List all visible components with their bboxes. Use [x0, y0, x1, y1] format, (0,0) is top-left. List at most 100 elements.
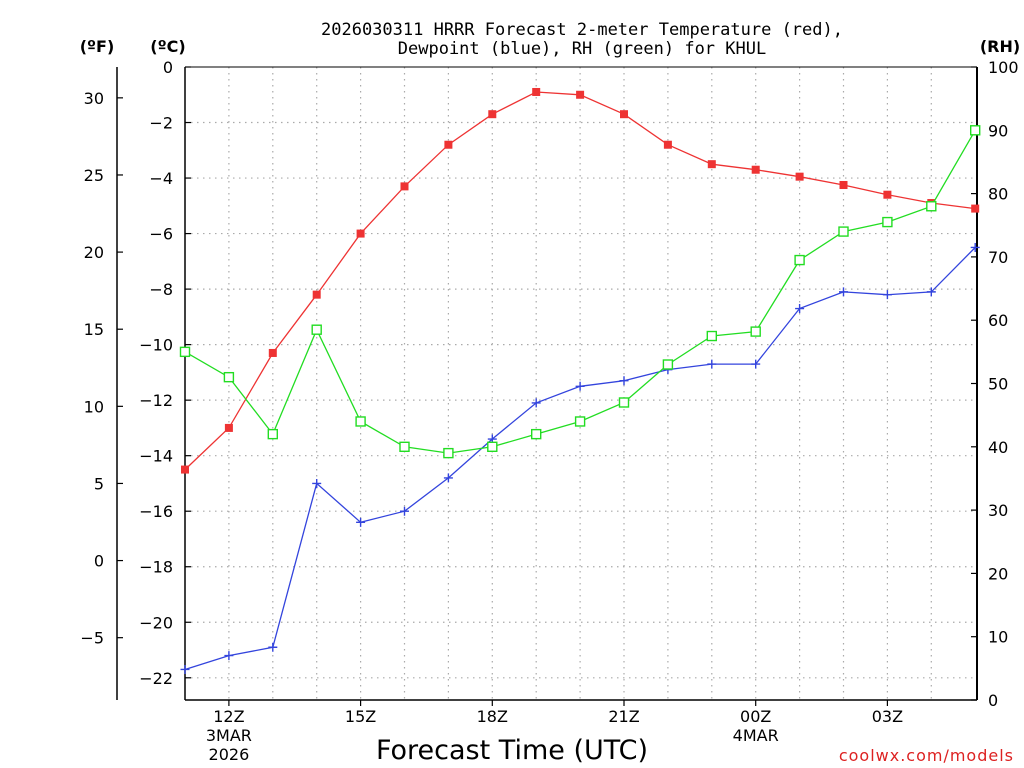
x-tick-label: 18Z: [477, 707, 508, 726]
x-tick-label: 00Z: [740, 707, 771, 726]
celsius-axis-label: (ºC): [150, 37, 185, 56]
dewpoint-point: [795, 304, 805, 314]
rh-point: [662, 359, 674, 370]
dewpoint-point: [268, 642, 278, 652]
2-meter-temperature-line: [184, 91, 976, 471]
x-axis-title: Forecast Time (UTC): [376, 735, 648, 766]
dewpoint-point: [575, 381, 585, 391]
dewpoint-point: [926, 287, 936, 297]
celsius-tick-label: −2: [149, 114, 173, 133]
rh-point: [531, 428, 542, 440]
2-meter-temperature-point: [795, 172, 804, 181]
rh-point: [706, 330, 717, 342]
rh-point: [179, 346, 191, 358]
dewpoint-point: [839, 287, 848, 297]
rh-tick-label: 90: [988, 121, 1008, 140]
fahrenheit-tick-label: 25: [84, 166, 104, 185]
fahrenheit-tick-label: 20: [84, 243, 104, 262]
rh-tick-label: 70: [988, 248, 1008, 267]
celsius-tick-label: −4: [149, 169, 173, 188]
fahrenheit-tick-label: −5: [80, 629, 104, 648]
2-meter-temperature-point: [488, 110, 497, 119]
x-tick-date-label: 4MAR: [733, 726, 779, 745]
rh-point: [399, 441, 410, 452]
2-meter-temperature-point: [576, 90, 585, 99]
dewpoint-point: [707, 359, 717, 369]
2-meter-temperature-point: [839, 180, 848, 189]
rh-point: [794, 254, 805, 266]
2-meter-temperature-point: [663, 140, 672, 149]
2-meter-temperature-point: [971, 204, 980, 213]
rh-tick-label: 100: [988, 58, 1019, 77]
dewpoint-point: [882, 290, 892, 300]
2-meter-temperature-point: [181, 465, 189, 474]
fahrenheit-tick-label: 10: [84, 397, 104, 416]
rh-tick-label: 10: [988, 628, 1008, 647]
x-tick-label: 12Z: [213, 707, 244, 726]
rh-tick-label: 20: [988, 564, 1008, 583]
grid: [185, 67, 977, 700]
2-meter-temperature-point: [532, 87, 541, 96]
celsius-tick-label: −14: [139, 447, 173, 466]
celsius-tick-label: −20: [139, 613, 173, 632]
rh-point: [618, 397, 630, 408]
rh-point: [970, 125, 981, 136]
dewpoint-point: [180, 664, 190, 674]
2-meter-temperature-point: [312, 290, 321, 299]
dewpoint-point: [751, 359, 761, 369]
celsius-tick-label: −12: [139, 391, 173, 410]
fahrenheit-tick-label: 5: [94, 474, 104, 493]
axis-ticks: 0−2−4−6−8−10−12−14−16−18−20−2212Z3MAR202…: [80, 58, 1018, 764]
celsius-tick-label: −22: [139, 669, 173, 688]
dewpoint-point: [970, 242, 980, 252]
celsius-tick-label: −10: [139, 336, 173, 355]
rh-tick-label: 60: [988, 311, 1008, 330]
celsius-tick-label: −8: [149, 280, 173, 299]
rh-tick-label: 40: [988, 438, 1008, 457]
celsius-tick-label: −16: [139, 502, 173, 521]
2-meter-temperature-point: [751, 165, 760, 174]
2-meter-temperature-point: [400, 182, 409, 191]
dewpoint-point: [619, 376, 629, 386]
data-series: [179, 87, 981, 674]
rh-point: [750, 326, 761, 337]
rh-point: [311, 324, 322, 335]
chart-title: 2026030311 HRRR Forecast 2-meter Tempera…: [321, 20, 843, 40]
fahrenheit-axis-label: (ºF): [80, 37, 115, 56]
rh-point: [443, 447, 454, 459]
x-tick-label: 03Z: [872, 707, 903, 726]
fahrenheit-tick-label: 0: [94, 552, 104, 571]
celsius-tick-label: −18: [139, 558, 173, 577]
rh-point: [838, 226, 849, 237]
x-tick-year-label: 2026: [209, 745, 250, 764]
rh-point: [267, 428, 278, 440]
rh-point: [574, 416, 586, 427]
x-tick-date-label: 3MAR: [206, 726, 252, 745]
2-meter-temperature-point: [444, 140, 453, 149]
rh-point: [355, 416, 366, 427]
rh-point: [882, 216, 893, 228]
chart-title-line2: Dewpoint (blue), RH (green) for KHUL: [398, 39, 766, 59]
fahrenheit-tick-label: 30: [84, 89, 104, 108]
dewpoint-point: [312, 478, 322, 488]
fahrenheit-tick-label: 15: [84, 320, 104, 339]
x-tick-label: 15Z: [345, 707, 376, 726]
rh-point: [926, 201, 937, 212]
dewpoint-point: [400, 506, 409, 516]
dewpoint-point: [356, 517, 366, 527]
rh-line: [184, 129, 976, 454]
dewpoint-point: [224, 651, 234, 661]
2-meter-temperature-point: [268, 348, 277, 357]
celsius-tick-label: 0: [163, 58, 173, 77]
rh-tick-label: 30: [988, 501, 1008, 520]
rh-tick-label: 80: [988, 185, 1008, 204]
2-meter-temperature-point: [707, 160, 716, 169]
rh-tick-label: 50: [988, 375, 1008, 394]
watermark: coolwx.com/models: [839, 746, 1014, 765]
x-tick-label: 21Z: [608, 707, 639, 726]
celsius-tick-label: −6: [149, 225, 173, 244]
dewpoint-point: [531, 398, 541, 408]
2-meter-temperature-point: [356, 229, 365, 238]
2-meter-temperature-point: [620, 110, 628, 119]
